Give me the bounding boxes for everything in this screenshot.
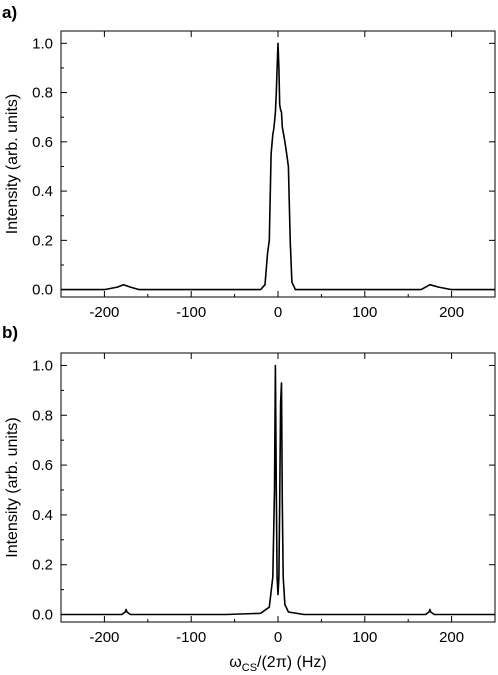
panel-a-spectrum-line [61, 42, 495, 291]
panel-a-x-ticks: -200 -100 0 100 200 [89, 31, 464, 321]
y-tick-label: 0.2 [32, 557, 53, 574]
panel-b-label: b) [2, 323, 18, 342]
y-tick-label: 0.8 [32, 407, 53, 424]
x-title-subscript: CS [242, 662, 257, 674]
panel-b: b) -200 -100 0 100 200 0.0 0.2 0.4 0.6 0.8 1.0 In… [2, 323, 496, 674]
x-title-prefix: ω [229, 654, 242, 671]
y-tick-label: 0.8 [32, 85, 53, 102]
panel-b-x-ticks: -200 -100 0 100 200 [89, 353, 464, 646]
x-tick-label: 0 [274, 304, 282, 321]
panel-a-y-ticks: 0.0 0.2 0.4 0.6 0.8 1.0 [32, 35, 495, 299]
panel-b-spectrum-line [61, 364, 495, 616]
x-tick-label: 100 [352, 304, 377, 321]
panel-a-label: a) [2, 3, 17, 22]
x-tick-label: -100 [176, 304, 206, 321]
panel-b-y-ticks: 0.0 0.2 0.4 0.6 0.8 1.0 [32, 357, 495, 624]
panel-b-x-axis-title: ωCS/(2π) (Hz) [229, 654, 326, 674]
y-tick-label: 0.6 [32, 134, 53, 151]
panel-a-plot-frame [60, 30, 496, 298]
x-title-suffix: /(2π) (Hz) [257, 654, 327, 671]
y-tick-label: 1.0 [32, 35, 53, 52]
y-tick-label: 0.0 [32, 282, 53, 299]
panel-a-y-axis-title: Intensity (arb. units) [4, 94, 21, 235]
x-tick-label: -100 [176, 629, 206, 646]
y-tick-label: 0.0 [32, 607, 53, 624]
y-tick-label: 1.0 [32, 357, 53, 374]
x-tick-label: 200 [439, 304, 464, 321]
panel-b-y-axis-title: Intensity (arb. units) [4, 417, 21, 558]
x-tick-label: -200 [89, 304, 119, 321]
x-tick-label: 100 [352, 629, 377, 646]
y-tick-label: 0.4 [32, 507, 53, 524]
x-tick-label: 0 [274, 629, 282, 646]
y-tick-label: 0.2 [32, 232, 53, 249]
y-tick-label: 0.4 [32, 183, 53, 200]
x-tick-label: -200 [89, 629, 119, 646]
x-tick-label: 200 [439, 629, 464, 646]
y-tick-label: 0.6 [32, 457, 53, 474]
panel-a: a) -200 -100 0 100 200 0.0 0.2 0.4 0.6 0.8 1.0 In… [2, 3, 496, 321]
